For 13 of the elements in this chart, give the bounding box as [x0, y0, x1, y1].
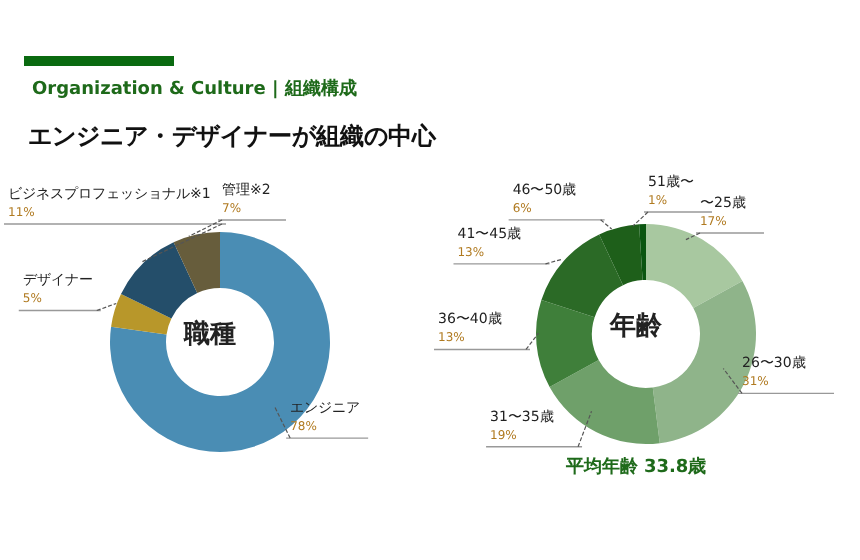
donut-slice	[536, 300, 599, 387]
donut-slice	[121, 242, 198, 319]
chart-title: エンジニア・デザイナーが組織の中心	[28, 120, 436, 154]
donut-slice	[173, 232, 220, 294]
donut-slice	[646, 224, 743, 308]
donut-slice	[110, 232, 330, 452]
text: 職種	[182, 318, 236, 350]
donut-slice	[111, 294, 172, 335]
chart-subtitle: Organization & Culture | 組織構成	[32, 76, 357, 102]
donut-slice	[639, 224, 646, 281]
text: 年齢	[608, 312, 664, 342]
text: 平均年齢 33.8歳	[563, 456, 707, 478]
donut-slice	[599, 224, 643, 286]
